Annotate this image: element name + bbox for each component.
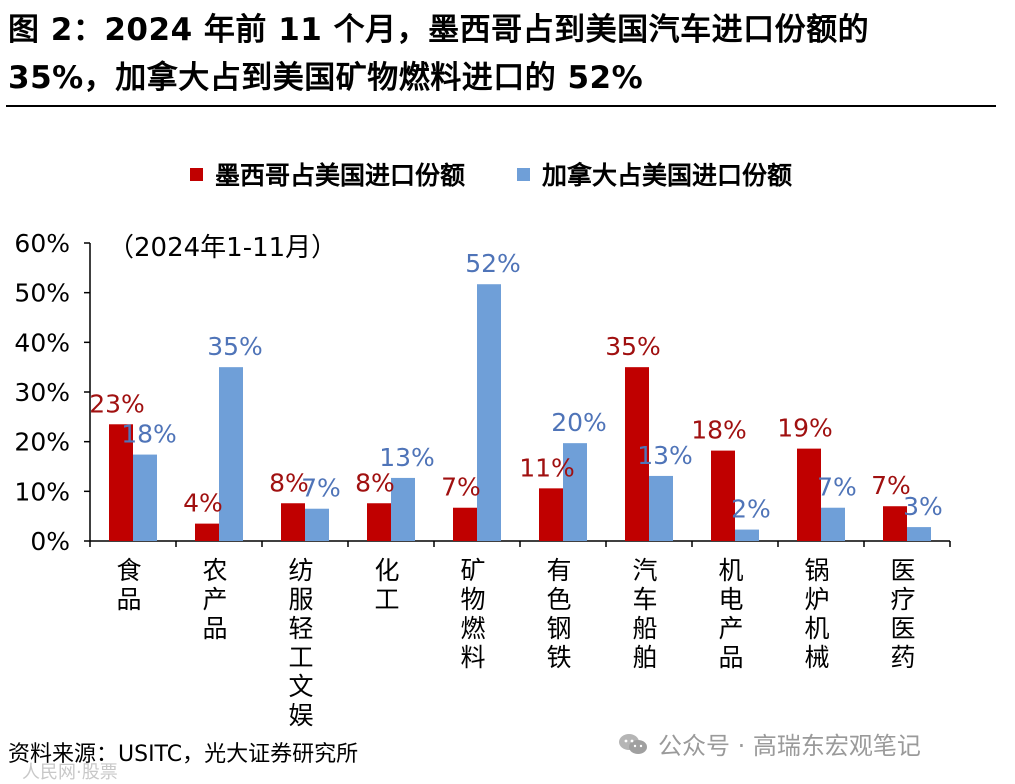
- bar-canada: [563, 443, 587, 541]
- data-label-mexico: 11%: [519, 453, 575, 482]
- bar-mexico: [625, 367, 649, 541]
- data-label-canada: 2%: [731, 495, 771, 524]
- corner-watermark: 人民网·股票: [22, 762, 118, 783]
- x-tick-label: 汽车船舶: [632, 556, 657, 672]
- legend-label-canada: 加拿大占美国进口份额: [542, 161, 793, 190]
- legend-label-mexico: 墨西哥占美国进口份额: [215, 161, 466, 190]
- bar-canada: [219, 367, 243, 541]
- y-tick-label: 0%: [30, 527, 70, 556]
- y-tick-label: 50%: [14, 279, 70, 308]
- source-note: 资料来源：USITC，光大证券研究所: [8, 742, 359, 767]
- x-tick-label: 矿物燃料: [460, 556, 485, 672]
- data-label-mexico: 19%: [777, 414, 833, 443]
- bar-canada: [477, 284, 501, 541]
- data-label-mexico: 23%: [89, 389, 145, 418]
- data-label-canada: 7%: [817, 473, 857, 502]
- x-tick-label: 农产品: [202, 556, 227, 643]
- data-label-canada: 13%: [379, 443, 435, 472]
- data-label-mexico: 7%: [871, 471, 911, 500]
- data-label-canada: 18%: [121, 420, 177, 449]
- chart-data-labels: 23%4%8% 8% 7%11%35%18% 19%7%18%35%7%13%52%2…: [89, 249, 943, 523]
- y-tick-label: 60%: [14, 229, 70, 258]
- data-label-canada: 3%: [903, 492, 943, 521]
- y-tick-label: 20%: [14, 428, 70, 457]
- y-tick-label: 40%: [14, 328, 70, 357]
- chart-bars: [109, 284, 931, 541]
- data-label-mexico: 35%: [605, 332, 661, 361]
- bar-mexico: [195, 523, 219, 541]
- data-label-mexico: 18%: [691, 416, 747, 445]
- data-label-mexico: 7%: [441, 473, 481, 502]
- bar-canada: [305, 508, 329, 541]
- title-line-1: 图 2：2024 年前 11 个月，墨西哥占到美国汽车进口份额的: [8, 12, 870, 48]
- watermark-text: 公众号 · 高瑞东宏观笔记: [658, 732, 921, 760]
- x-tick-label: 化工: [374, 556, 399, 614]
- chart-annotation: （2024年1-11月）: [108, 233, 337, 263]
- wechat-watermark: 公众号 · 高瑞东宏观笔记: [618, 726, 921, 761]
- bar-mexico: [711, 450, 735, 541]
- y-tick-label: 10%: [14, 477, 70, 506]
- y-tick-label: 30%: [14, 378, 70, 407]
- bar-canada: [649, 475, 673, 541]
- x-tick-label: 有色钢铁: [546, 556, 571, 672]
- legend-item-mexico: 墨西哥占美国进口份额: [190, 156, 465, 192]
- data-label-canada: 52%: [465, 249, 521, 278]
- x-tick-label: 医疗医药: [890, 556, 915, 672]
- bar-canada: [907, 527, 931, 541]
- x-tick-label: 机电产品: [718, 556, 743, 672]
- bar-mexico: [883, 506, 907, 541]
- bar-canada: [821, 507, 845, 541]
- wechat-icon: [619, 733, 647, 754]
- data-label-mexico: 8%: [269, 468, 309, 497]
- figure-title: 图 2：2024 年前 11 个月，墨西哥占到美国汽车进口份额的 35%，加拿大…: [8, 6, 1008, 102]
- bar-canada: [735, 529, 759, 541]
- bar-mexico: [367, 503, 391, 541]
- bar-mexico: [539, 488, 563, 541]
- legend-item-canada: 加拿大占美国进口份额: [517, 156, 792, 192]
- x-tick-label: 纺服轻工文娱: [288, 556, 313, 730]
- x-tick-label: 食品: [116, 556, 141, 614]
- x-tick-label: 锅炉机械: [804, 556, 829, 672]
- legend-swatch-mexico: [190, 167, 203, 181]
- data-label-canada: 13%: [637, 441, 693, 470]
- data-label-canada: 7%: [301, 474, 341, 503]
- bar-canada: [133, 454, 157, 541]
- data-label-mexico: 8%: [355, 468, 395, 497]
- data-label-canada: 35%: [207, 332, 263, 361]
- title-divider: [6, 105, 996, 107]
- data-label-mexico: 4%: [183, 489, 223, 518]
- bar-mexico: [281, 503, 305, 541]
- bar-mexico: [453, 507, 477, 541]
- legend-swatch-canada: [517, 167, 531, 181]
- bar-canada: [391, 477, 415, 541]
- bar-mexico: [109, 424, 133, 541]
- chart-legend: 墨西哥占美国进口份额 加拿大占美国进口份额: [190, 158, 844, 190]
- title-line-2: 35%，加拿大占到美国矿物燃料进口的 52%: [8, 60, 644, 96]
- data-label-canada: 20%: [551, 408, 607, 437]
- bar-mexico: [797, 448, 821, 541]
